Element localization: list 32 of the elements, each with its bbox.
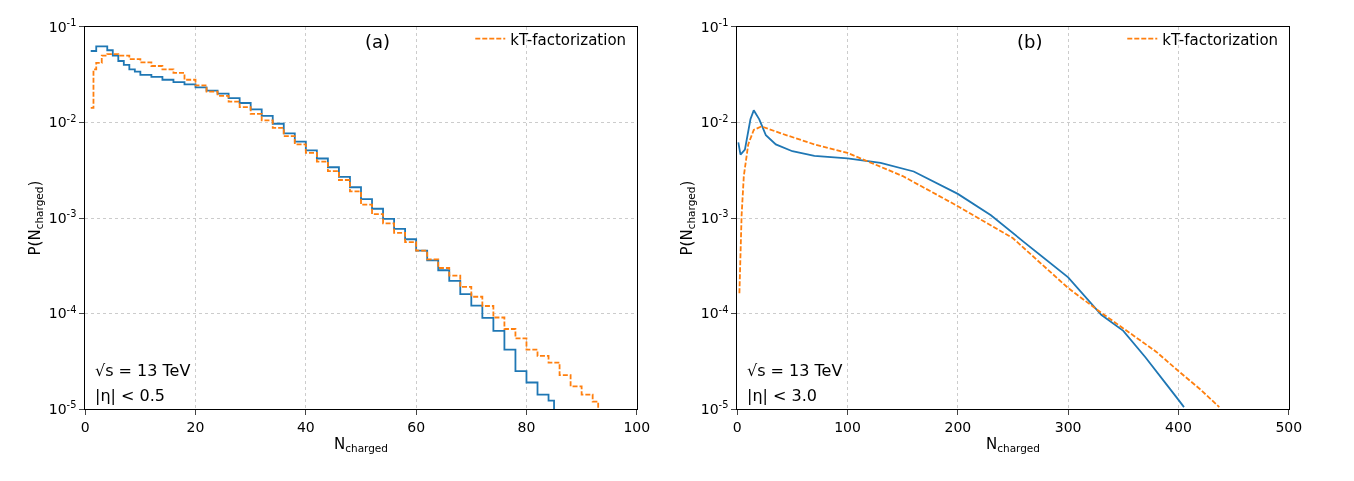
x-tick-label: 100 bbox=[623, 418, 651, 435]
y-tick-label: 10$^{-2}$ bbox=[48, 112, 77, 131]
x-tick-label: 0 bbox=[80, 418, 90, 435]
x-tick-label: 60 bbox=[407, 418, 426, 435]
y-tick-label: 10$^{-5}$ bbox=[700, 399, 729, 418]
annotation: (a) bbox=[365, 31, 391, 52]
legend-label: kT-factorization bbox=[1162, 30, 1279, 49]
x-axis-title: N$_{charged}$ bbox=[333, 434, 389, 455]
x-tick-label: 300 bbox=[1054, 418, 1082, 435]
annotation: |η| < 3.0 bbox=[747, 386, 817, 405]
x-axis-title: N$_{charged}$ bbox=[985, 434, 1041, 455]
x-tick-label: 400 bbox=[1165, 418, 1192, 435]
x-tick-label: 200 bbox=[944, 418, 972, 435]
annotation: √s = 13 TeV bbox=[747, 361, 843, 380]
x-tick-label: 100 bbox=[834, 418, 861, 435]
x-tick-label: 40 bbox=[296, 418, 315, 435]
y-tick-label: 10$^{-4}$ bbox=[700, 303, 729, 322]
annotation: √s = 13 TeV bbox=[95, 361, 191, 380]
x-tick-label: 500 bbox=[1275, 418, 1303, 435]
annotation: (b) bbox=[1017, 31, 1043, 52]
y-tick-label: 10$^{-2}$ bbox=[700, 112, 729, 131]
y-tick-label: 10$^{-1}$ bbox=[48, 16, 77, 35]
annotation: |η| < 0.5 bbox=[95, 386, 165, 405]
x-tick-label: 20 bbox=[186, 418, 205, 435]
y-tick-label: 10$^{-1}$ bbox=[700, 16, 729, 35]
y-tick-label: 10$^{-5}$ bbox=[48, 399, 77, 418]
legend-label: kT-factorization bbox=[510, 30, 627, 49]
y-tick-label: 10$^{-4}$ bbox=[48, 303, 77, 322]
y-tick-label: 10$^{-3}$ bbox=[700, 208, 729, 226]
x-tick-label: 80 bbox=[517, 418, 536, 435]
y-tick-label: 10$^{-3}$ bbox=[48, 208, 77, 226]
x-tick-label: 0 bbox=[732, 418, 742, 435]
